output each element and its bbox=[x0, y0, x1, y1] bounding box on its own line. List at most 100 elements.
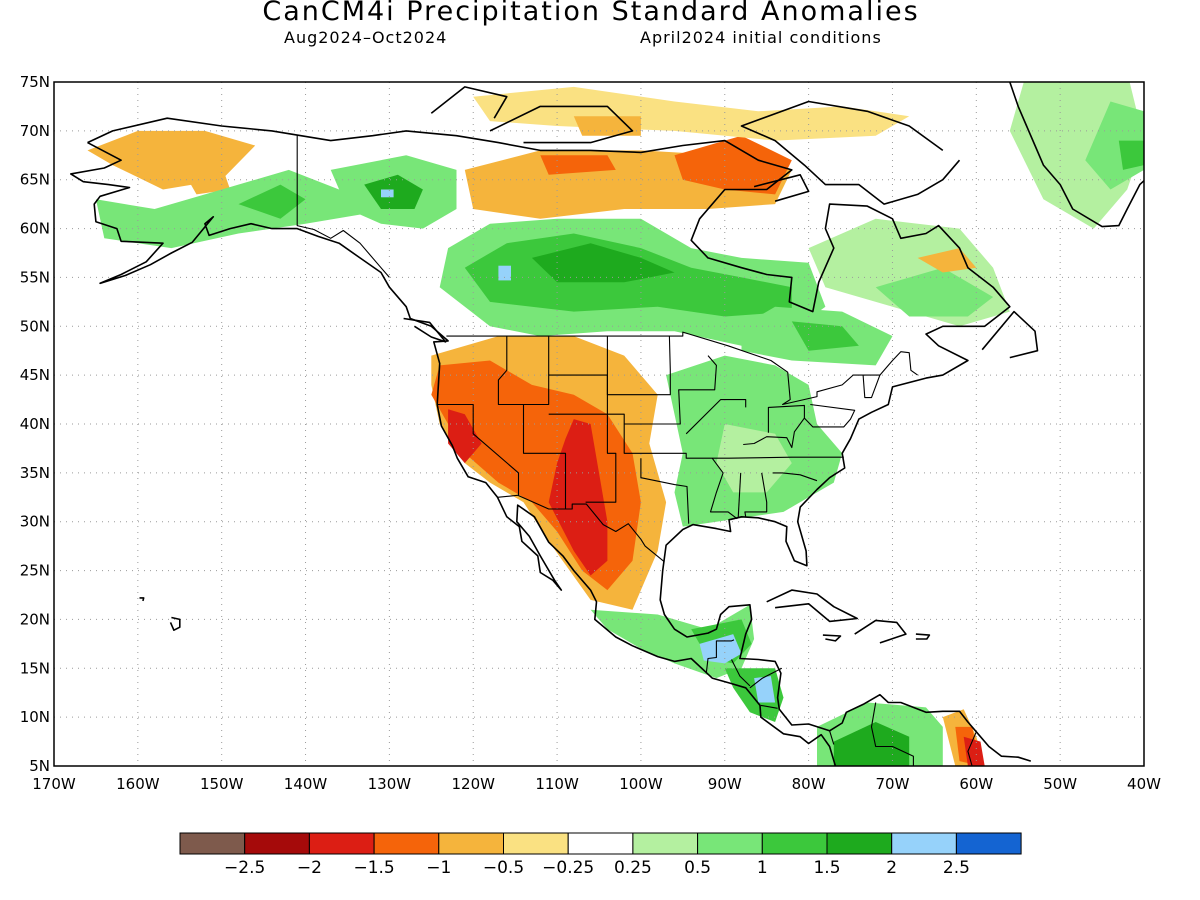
alaska-canada-border bbox=[296, 134, 390, 278]
longitude-label: 40W bbox=[1127, 775, 1161, 793]
us-state-line-15 bbox=[743, 417, 805, 449]
yukon-wet-peak bbox=[381, 189, 394, 198]
colorbar-swatch bbox=[761, 832, 828, 855]
canada-central-wet-deep bbox=[531, 243, 675, 283]
venezuela-dry-strong bbox=[963, 736, 985, 766]
us-state-line-5 bbox=[606, 336, 671, 396]
colorbar-label: 2.5 bbox=[943, 858, 970, 878]
colorbar-swatch bbox=[373, 832, 440, 855]
latitude-label: 25N bbox=[20, 562, 50, 580]
political-borders bbox=[296, 134, 977, 766]
longitude-label: 160W bbox=[116, 775, 160, 793]
southampton-island bbox=[753, 174, 810, 202]
quebec-wet-core bbox=[875, 267, 994, 317]
initial-conditions: April2024 initial conditions bbox=[640, 28, 882, 47]
longitude-label: 170W bbox=[32, 775, 76, 793]
kauai bbox=[139, 597, 145, 602]
banks-island bbox=[430, 86, 508, 119]
colorbar-swatch bbox=[438, 832, 504, 855]
latitude-label: 65N bbox=[20, 171, 50, 189]
map-gridlines bbox=[54, 82, 1144, 766]
alaska-south-wet-core bbox=[238, 184, 306, 219]
colorbar-swatch bbox=[697, 832, 763, 855]
canada-central-wet-peak bbox=[498, 265, 511, 281]
colorbar-label: 2 bbox=[886, 858, 897, 878]
longitude-label: 80W bbox=[792, 775, 826, 793]
panama-colombia-border bbox=[829, 730, 835, 745]
guatemala-honduras-border bbox=[731, 659, 751, 687]
us-state-line-10 bbox=[737, 472, 742, 518]
latitude-label: 55N bbox=[20, 268, 50, 286]
colorbar-swatch bbox=[308, 832, 375, 855]
california-dry-strong bbox=[448, 409, 482, 464]
canada-us-border bbox=[446, 331, 918, 406]
latitude-label: 20N bbox=[20, 610, 50, 628]
longitude-label: 50W bbox=[1043, 775, 1077, 793]
us-state-line-14 bbox=[772, 472, 818, 482]
south-america-wet-core bbox=[833, 722, 910, 766]
latitude-label: 35N bbox=[20, 464, 50, 482]
colorbar-label: −2.5 bbox=[224, 858, 265, 878]
longitude-label: 110W bbox=[535, 775, 579, 793]
latitude-label: 5N bbox=[29, 757, 50, 775]
us-state-line-3 bbox=[522, 404, 567, 509]
longitude-labels: 170W 160W 150W 140W 130W 120W 110W 100W 90W 80W 70… bbox=[32, 775, 1161, 793]
latitude-label: 45N bbox=[20, 366, 50, 384]
colorbar-label: −0.25 bbox=[542, 858, 594, 878]
coastlines bbox=[70, 82, 1144, 766]
latitude-labels: 75N 70N 65N 60N 55N 50N 45N 40N 35N 30N 25N 20N 15N 1… bbox=[20, 73, 50, 775]
colorbar-label: −2 bbox=[297, 858, 322, 878]
pacific-coast bbox=[70, 141, 837, 766]
us-state-line-7 bbox=[640, 458, 690, 524]
colombia-venezuela-border bbox=[870, 702, 914, 766]
vancouver-island bbox=[403, 317, 447, 343]
colorbar-swatch bbox=[826, 832, 893, 855]
honduras-wet-peak bbox=[754, 676, 776, 703]
colorbar-label: 1.5 bbox=[813, 858, 840, 878]
anomaly-regions bbox=[87, 82, 1144, 766]
colorbar-label: 1 bbox=[757, 858, 768, 878]
colorbar-label: −0.5 bbox=[483, 858, 524, 878]
nicaragua-costarica-border bbox=[760, 704, 778, 709]
baffin-coast bbox=[740, 100, 961, 205]
cuba bbox=[766, 589, 859, 623]
arctic-islands-dry bbox=[473, 86, 910, 141]
jamaica bbox=[822, 634, 842, 642]
victoria-island bbox=[489, 105, 634, 144]
puerto-rico bbox=[915, 633, 931, 640]
us-mexico-border bbox=[497, 494, 665, 563]
us-state-line-6 bbox=[624, 355, 717, 425]
longitude-label: 70W bbox=[876, 775, 910, 793]
us-state-line-11 bbox=[744, 472, 768, 517]
colorbar-swatch bbox=[891, 832, 957, 855]
us-state-line-12 bbox=[767, 403, 856, 433]
greenland-wet-deep bbox=[1118, 140, 1144, 170]
longitude-label: 130W bbox=[368, 775, 412, 793]
colorbar-swatch bbox=[244, 832, 310, 855]
colorbar-swatch bbox=[632, 832, 699, 855]
hispaniola bbox=[854, 619, 907, 644]
latitude-label: 70N bbox=[20, 122, 50, 140]
honduras-nicaragua-border bbox=[749, 667, 783, 689]
arctic-dry-3 bbox=[540, 155, 616, 175]
hawaii bbox=[169, 616, 181, 632]
colorbar-label: −1 bbox=[426, 858, 451, 878]
longitude-label: 140W bbox=[284, 775, 328, 793]
longitude-label: 90W bbox=[708, 775, 742, 793]
colorbar-label: 0.5 bbox=[684, 858, 711, 878]
us-west-dry-strong bbox=[548, 419, 608, 576]
us-state-line-8 bbox=[685, 399, 747, 435]
latitude-label: 60N bbox=[20, 220, 50, 238]
latitude-label: 30N bbox=[20, 513, 50, 531]
newfoundland bbox=[981, 310, 1039, 359]
greenland-coast bbox=[1008, 82, 1144, 228]
latitude-label: 10N bbox=[20, 708, 50, 726]
us-state-line-9 bbox=[709, 457, 738, 520]
latitude-label: 40N bbox=[20, 415, 50, 433]
arctic-islands-dry-core bbox=[573, 116, 641, 136]
us-state-line-13 bbox=[728, 456, 844, 459]
us-state-line-4 bbox=[548, 413, 617, 503]
colorbar-swatch bbox=[567, 832, 634, 855]
colorbar-label: 0.25 bbox=[614, 858, 652, 878]
